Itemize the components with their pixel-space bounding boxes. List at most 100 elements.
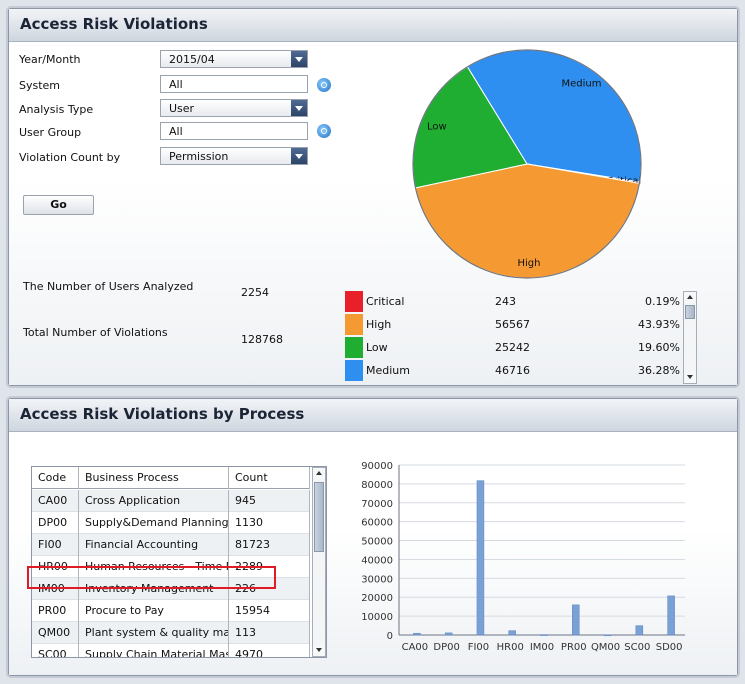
pie-legend: Critical 243 0.19% High 56567 43.93% Low…	[345, 291, 700, 384]
bar-im00[interactable]	[540, 634, 548, 636]
chevron-down-icon[interactable]	[291, 51, 307, 67]
search-icon[interactable]	[317, 124, 331, 138]
scroll-up-icon[interactable]	[684, 292, 696, 303]
access-risk-violations-panel: Access Risk Violations Year/Month 2015/0…	[8, 8, 738, 386]
table-cell: PR00	[32, 600, 79, 622]
bar-qm00[interactable]	[603, 634, 612, 637]
table-row[interactable]: PR00 Procure to Pay 15954	[32, 600, 310, 622]
x-tick-label: SC00	[624, 642, 650, 653]
users-analyzed-label: The Number of Users Analyzed	[23, 280, 194, 293]
table-cell: HR00	[32, 556, 79, 578]
table-cell: SC00	[32, 644, 79, 657]
table-cell: DP00	[32, 512, 79, 534]
legend-row-low: Low 25242 19.60%	[345, 337, 685, 359]
x-tick-label: DP00	[433, 642, 459, 653]
chevron-down-icon[interactable]	[291, 100, 307, 116]
system-label: System	[19, 79, 61, 92]
violations-by-process-panel: Access Risk Violations by Process Code Bu…	[8, 398, 738, 676]
table-row[interactable]: DP00 Supply&Demand Planning 1130	[32, 512, 310, 534]
table-cell: CA00	[32, 490, 79, 512]
y-tick-label: 90000	[361, 461, 393, 472]
year-month-label: Year/Month	[19, 53, 81, 66]
scroll-thumb[interactable]	[685, 305, 695, 319]
scroll-down-icon[interactable]	[684, 372, 696, 383]
legend-name: Critical	[366, 295, 405, 308]
total-violations-value: 128768	[241, 333, 283, 346]
bar-dp00[interactable]	[444, 632, 453, 636]
bar-ca00[interactable]	[413, 632, 421, 636]
x-tick-label: CA00	[402, 642, 429, 653]
legend-scrollbar[interactable]	[683, 291, 697, 384]
total-violations-label: Total Number of Violations	[23, 326, 168, 339]
y-tick-label: 20000	[361, 593, 393, 604]
bar-sc00[interactable]	[635, 625, 644, 636]
violation-count-label: Violation Count by	[19, 151, 121, 164]
panel-body: Code Business Process Count CA00 Cross Appli…	[9, 432, 737, 675]
y-tick-label: 80000	[361, 480, 393, 491]
legend-swatch	[345, 314, 363, 335]
legend-swatch	[345, 291, 363, 312]
x-tick-label: PR00	[561, 642, 587, 653]
table-cell: Supply&Demand Planning	[79, 512, 229, 534]
table-cell: Inventory Management	[79, 578, 229, 600]
bar-pr00[interactable]	[572, 604, 580, 636]
legend-count: 46716	[495, 364, 530, 377]
violation-count-value: Permission	[169, 150, 229, 163]
legend-percent: 36.28%	[638, 364, 680, 377]
scroll-thumb[interactable]	[314, 482, 324, 552]
go-button[interactable]: Go	[23, 195, 94, 215]
table-cell: 4970	[229, 644, 310, 657]
analysis-type-select[interactable]: User	[160, 99, 308, 117]
y-tick-label: 70000	[361, 499, 393, 510]
table-row[interactable]: FI00 Financial Accounting 81723	[32, 534, 310, 556]
legend-name: High	[366, 318, 392, 331]
table-cell: Human Resources - Time Management	[79, 556, 229, 578]
user-group-input[interactable]: All	[160, 122, 308, 140]
scroll-up-icon[interactable]	[313, 468, 325, 479]
table-row[interactable]: IM00 Inventory Management 226	[32, 578, 310, 600]
table-cell: 2289	[229, 556, 310, 578]
table-scrollbar[interactable]	[312, 467, 326, 657]
legend-count: 243	[495, 295, 516, 308]
analysis-type-value: User	[169, 102, 195, 115]
column-header[interactable]: Business Process	[79, 467, 229, 489]
year-month-select[interactable]: 2015/04	[160, 50, 308, 68]
pie-label-medium: Medium	[562, 79, 602, 90]
table-cell: Supply Chain Material Master	[79, 644, 229, 657]
search-icon[interactable]	[317, 78, 331, 92]
bar-sd00[interactable]	[667, 595, 675, 636]
legend-name: Medium	[366, 364, 410, 377]
y-tick-label: 0	[387, 631, 393, 642]
process-table: Code Business Process Count CA00 Cross Appli…	[31, 466, 327, 658]
chevron-down-icon[interactable]	[291, 148, 307, 164]
panel-body: Year/Month 2015/04 System All Analysis T…	[9, 42, 737, 385]
table-header-row: Code Business Process Count	[32, 467, 310, 489]
panel-title: Access Risk Violations	[9, 9, 737, 42]
violation-count-select[interactable]: Permission	[160, 147, 308, 165]
column-header[interactable]: Code	[32, 467, 79, 489]
bar-fi00[interactable]	[476, 480, 485, 636]
violations-pie-chart: MediumCriticalHighLow	[412, 49, 642, 279]
scroll-down-icon[interactable]	[313, 645, 325, 656]
table-row[interactable]: CA00 Cross Application 945	[32, 490, 310, 512]
system-input[interactable]: All	[160, 75, 308, 93]
process-bar-chart: 0 10000 20000 30000 40000 50000 60000 70000 8000…	[361, 461, 685, 653]
x-tick-label: SD00	[656, 642, 683, 653]
pie-label-low: Low	[427, 121, 447, 132]
panel-title: Access Risk Violations by Process	[9, 399, 737, 432]
x-tick-label: HR00	[497, 642, 524, 653]
y-tick-label: 10000	[361, 612, 393, 623]
legend-count: 56567	[495, 318, 530, 331]
table-cell: 113	[229, 622, 310, 644]
x-tick-label: QM00	[591, 642, 620, 653]
column-header[interactable]: Count	[229, 467, 310, 489]
user-group-value: All	[169, 125, 183, 138]
table-cell: Procure to Pay	[79, 600, 229, 622]
bar-hr00[interactable]	[508, 630, 516, 636]
system-value: All	[169, 78, 183, 91]
legend-percent: 19.60%	[638, 341, 680, 354]
legend-percent: 0.19%	[645, 295, 680, 308]
